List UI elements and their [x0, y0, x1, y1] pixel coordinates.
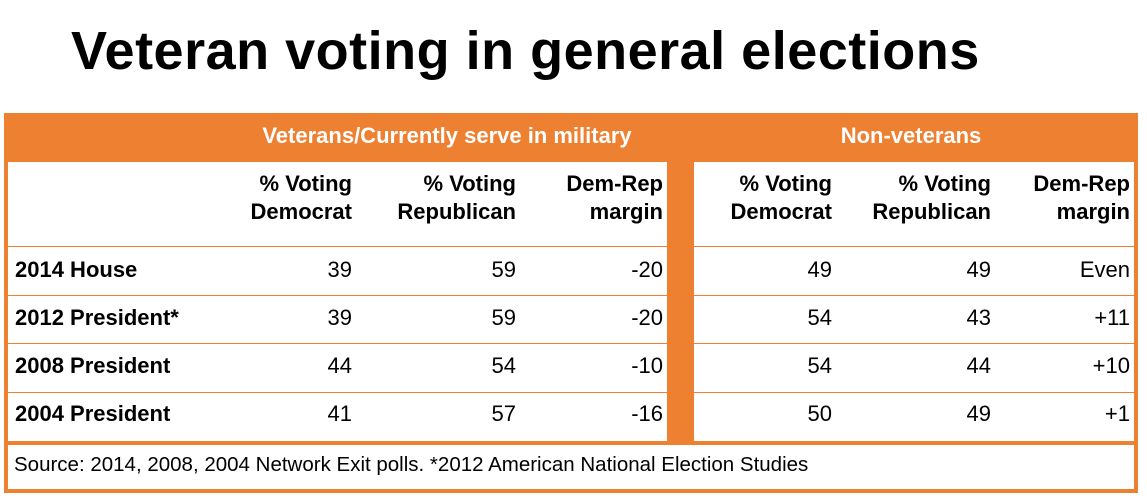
column-header-veterans-1: % Voting Democrat — [250, 171, 352, 224]
data-cell: -20 — [631, 257, 663, 282]
column-header-nonveterans-1: % Voting Democrat — [730, 171, 832, 224]
data-cell: 41 — [327, 401, 352, 426]
data-cell: -10 — [631, 353, 663, 378]
data-cell: +1 — [1104, 401, 1130, 426]
row-divider — [694, 246, 1134, 247]
row-label: 2008 President — [15, 353, 171, 378]
data-cell: +10 — [1092, 353, 1130, 378]
data-cell: 39 — [327, 305, 352, 330]
column-header-nonveterans-3: Dem-Rep margin — [1033, 171, 1130, 224]
veterans-panel — [8, 162, 667, 441]
row-divider — [694, 343, 1134, 344]
data-cell: -20 — [631, 305, 663, 330]
group-header-nonveterans: Non-veterans — [840, 123, 982, 148]
row-divider — [694, 392, 1134, 393]
data-cell: Even — [1079, 257, 1130, 282]
group-header-veterans: Veterans/Currently serve in military — [262, 123, 632, 148]
data-cell: +11 — [1094, 305, 1130, 330]
data-cell: 57 — [491, 401, 516, 426]
column-header-veterans-2: % Voting Republican — [397, 171, 516, 224]
data-cell: 49 — [966, 257, 991, 282]
data-cell: 59 — [491, 305, 516, 330]
nonveterans-panel — [694, 162, 1134, 441]
data-cell: 54 — [491, 353, 516, 378]
source-box — [8, 445, 1134, 489]
row-divider — [8, 295, 667, 296]
row-label: 2012 President* — [15, 305, 179, 330]
column-header-nonveterans-2: % Voting Republican — [872, 171, 991, 224]
data-cell: 54 — [807, 353, 832, 378]
source-note: Source: 2014, 2008, 2004 Network Exit po… — [14, 453, 809, 476]
data-cell: 54 — [807, 305, 832, 330]
row-divider — [8, 246, 667, 247]
data-cell: 49 — [807, 257, 832, 282]
data-cell: 49 — [966, 401, 991, 426]
data-cell: 39 — [327, 257, 352, 282]
data-cell: -16 — [631, 401, 663, 426]
column-header-veterans-3: Dem-Rep margin — [566, 171, 663, 224]
row-divider — [8, 392, 667, 393]
data-cell: 44 — [327, 353, 352, 378]
row-divider — [8, 343, 667, 344]
chart-title: Veteran voting in general elections — [71, 21, 980, 81]
data-cell: 50 — [807, 401, 832, 426]
row-label: 2014 House — [15, 257, 138, 282]
row-label: 2004 President — [15, 401, 171, 426]
data-cell: 43 — [966, 305, 991, 330]
data-cell: 44 — [966, 353, 991, 378]
row-divider — [694, 295, 1134, 296]
data-cell: 59 — [491, 257, 516, 282]
